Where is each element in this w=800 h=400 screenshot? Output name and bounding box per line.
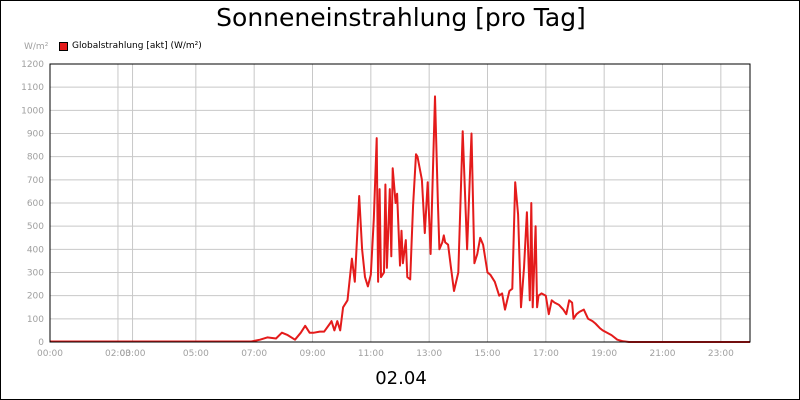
y-tick-label: 300 bbox=[27, 269, 44, 279]
plot-border bbox=[49, 63, 751, 343]
y-tick-label: 1200 bbox=[21, 60, 44, 70]
y-tick-label: 1000 bbox=[21, 106, 44, 116]
y-tick-label: 200 bbox=[27, 292, 44, 302]
x-tick-label: 19:00 bbox=[591, 349, 617, 359]
y-tick-label: 600 bbox=[27, 199, 44, 209]
chart-title: Sonneneinstrahlung [pro Tag] bbox=[216, 3, 586, 32]
y-tick-label: 1100 bbox=[21, 83, 44, 93]
legend-swatch bbox=[59, 41, 68, 51]
x-tick-label: 00:00 bbox=[37, 349, 63, 359]
x-tick-label: 11:00 bbox=[358, 349, 384, 359]
y-tick-label: 500 bbox=[27, 222, 44, 232]
x-axis-date-label: 02.04 bbox=[375, 368, 427, 389]
x-tick-label: 05:00 bbox=[183, 349, 209, 359]
y-tick-label: 800 bbox=[27, 153, 44, 163]
legend-label: Globalstrahlung [akt] (W/m²) bbox=[72, 41, 202, 51]
y-tick-label: 700 bbox=[27, 176, 44, 186]
x-tick-label: 17:00 bbox=[533, 349, 559, 359]
y-tick-label: 100 bbox=[27, 315, 44, 325]
y-tick-label: 0 bbox=[38, 338, 44, 348]
x-tick-label: 13:00 bbox=[416, 349, 442, 359]
series-line bbox=[50, 95, 750, 343]
x-tick-label: 21:00 bbox=[650, 349, 676, 359]
y-axis-unit-label: W/m² bbox=[24, 42, 49, 52]
x-tick-label: 07:00 bbox=[241, 349, 267, 359]
x-tick-label: 23:00 bbox=[708, 349, 734, 359]
x-tick-label: 02:00 bbox=[105, 349, 131, 359]
x-tick-label: 03:00 bbox=[120, 349, 146, 359]
x-tick-label: 09:00 bbox=[300, 349, 326, 359]
legend: Globalstrahlung [akt] (W/m²) bbox=[59, 39, 202, 53]
y-tick-label: 900 bbox=[27, 130, 44, 140]
x-tick-label: 15:00 bbox=[475, 349, 501, 359]
y-tick-label: 400 bbox=[27, 245, 44, 255]
